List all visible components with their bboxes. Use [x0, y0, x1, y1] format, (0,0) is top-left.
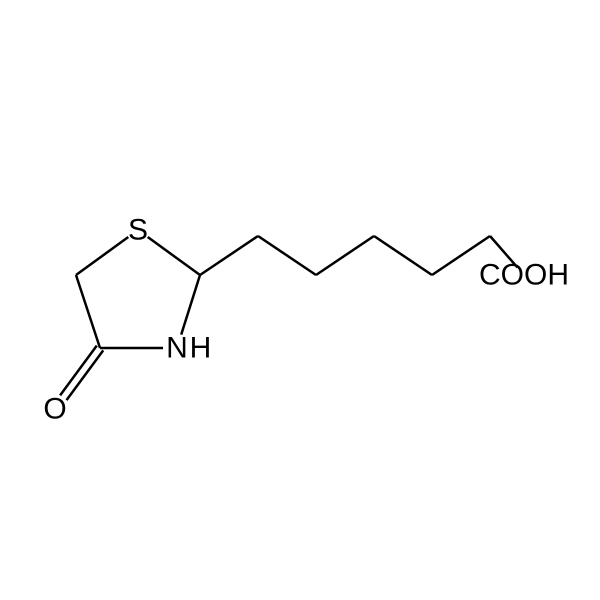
bond — [316, 236, 374, 275]
bond — [76, 237, 128, 275]
bond — [60, 346, 97, 396]
atom-label: O — [43, 393, 66, 426]
bond — [148, 237, 200, 275]
atom-label: COOH — [479, 259, 569, 292]
atom-label: S — [128, 214, 148, 247]
atom-label: N — [166, 332, 188, 365]
bond — [374, 236, 432, 275]
bond — [67, 350, 104, 400]
atom-label: H — [190, 332, 212, 365]
bond — [258, 236, 316, 275]
bond — [181, 275, 200, 335]
chemical-structure-diagram: S NH O COOH — [0, 0, 600, 600]
bond — [200, 236, 258, 275]
bond — [76, 275, 100, 348]
